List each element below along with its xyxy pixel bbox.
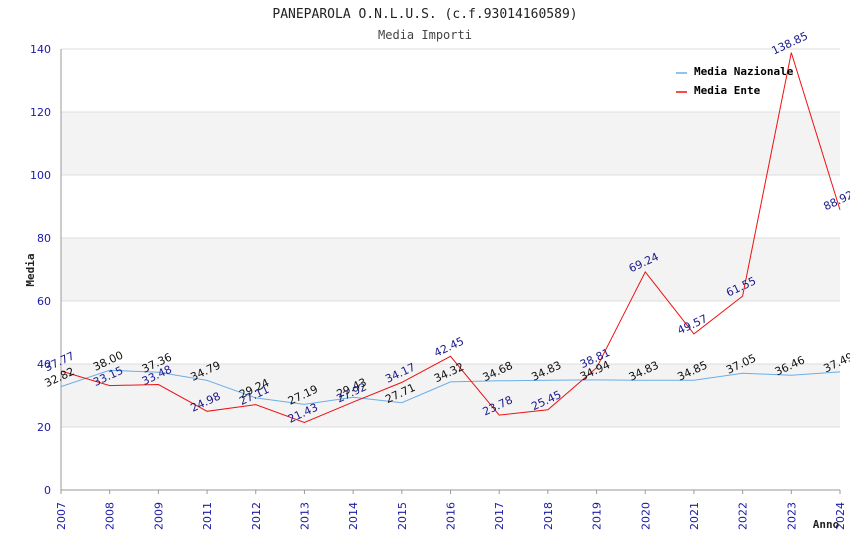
data-label: 88.92 [821, 188, 850, 213]
chart-subtitle: Media Importi [378, 28, 472, 42]
y-tick-label: 60 [37, 295, 51, 308]
x-axis-label: Anno [813, 518, 840, 531]
x-tick-label: 2024 [834, 502, 847, 530]
grid-band [61, 112, 840, 175]
y-tick-label: 80 [37, 232, 51, 245]
grid-bands [61, 112, 840, 427]
y-tick-label: 100 [30, 169, 51, 182]
y-tick-label: 140 [30, 43, 51, 56]
x-tick-label: 2008 [104, 502, 117, 530]
x-tick-label: 2012 [250, 502, 263, 530]
x-tick-label: 2016 [445, 502, 458, 530]
y-tick-labels: 0 20 40 60 80 100 120 140 [30, 43, 51, 497]
x-tick-label: 2023 [785, 502, 798, 530]
x-tick-label: 2015 [396, 502, 409, 530]
grid-band [61, 238, 840, 301]
x-tick-label: 2014 [347, 502, 360, 530]
y-tick-label: 40 [37, 358, 51, 371]
data-label: 49.57 [675, 312, 709, 337]
legend: Media Nazionale Media Ente [676, 65, 794, 97]
series-lines [60, 52, 841, 424]
x-tick-label: 2013 [298, 502, 311, 530]
x-tick-label: 2011 [201, 502, 214, 530]
y-tick-label: 0 [44, 484, 51, 497]
x-tick-label: 2017 [493, 502, 506, 530]
x-tick-label: 2021 [688, 502, 701, 530]
x-tick-label: 2020 [639, 502, 652, 530]
legend-label-media-ente: Media Ente [694, 84, 761, 97]
x-tick-label: 2022 [737, 502, 750, 530]
x-tick-labels: 2007 2008 2009 2011 2012 2013 2014 2015 2016 2017… [55, 490, 847, 530]
x-tick-label: 2009 [152, 502, 165, 530]
x-tick-label: 2018 [542, 502, 555, 530]
data-label: 42.45 [432, 335, 466, 360]
y-tick-label: 120 [30, 106, 51, 119]
y-tick-label: 20 [37, 421, 51, 434]
data-label: 138.85 [770, 29, 810, 57]
grid-band [61, 364, 840, 427]
legend-label-media-nazionale: Media Nazionale [694, 65, 794, 78]
series-line-media-ente [60, 52, 841, 424]
series-line-media-nazionale [60, 369, 841, 405]
x-tick-label: 2019 [591, 502, 604, 530]
y-axis-label: Media [24, 253, 37, 286]
chart-title: PANEPAROLA O.N.L.U.S. (c.f.93014160589) [272, 7, 577, 22]
x-tick-label: 2007 [55, 502, 68, 530]
